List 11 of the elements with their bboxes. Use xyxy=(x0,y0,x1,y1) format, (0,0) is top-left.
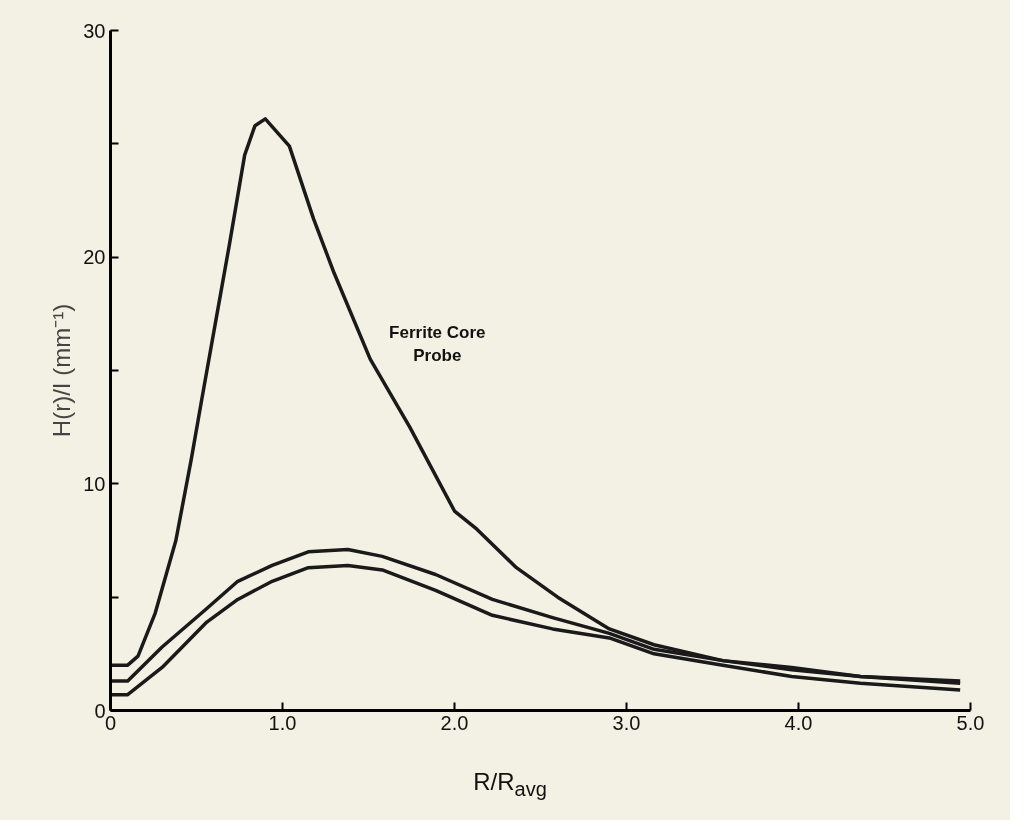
y-tick-label: 30 xyxy=(83,19,106,42)
y-tick-label: 20 xyxy=(83,246,106,269)
y-tick-label: 10 xyxy=(83,472,106,495)
x-tick-label: 2.0 xyxy=(440,711,469,734)
annotation: Ferrite Core Probe xyxy=(389,322,486,365)
x-tick-label: 4.0 xyxy=(784,711,813,734)
x-tick-label: 3.0 xyxy=(612,711,641,734)
x-tick-label: 5.0 xyxy=(956,711,985,734)
y-axis-title: H(r)/I (mm⁻¹) xyxy=(48,303,76,438)
x-tick-label: 1.0 xyxy=(268,711,297,734)
x-axis-title: R/R$_{avg}$ xyxy=(473,767,547,802)
